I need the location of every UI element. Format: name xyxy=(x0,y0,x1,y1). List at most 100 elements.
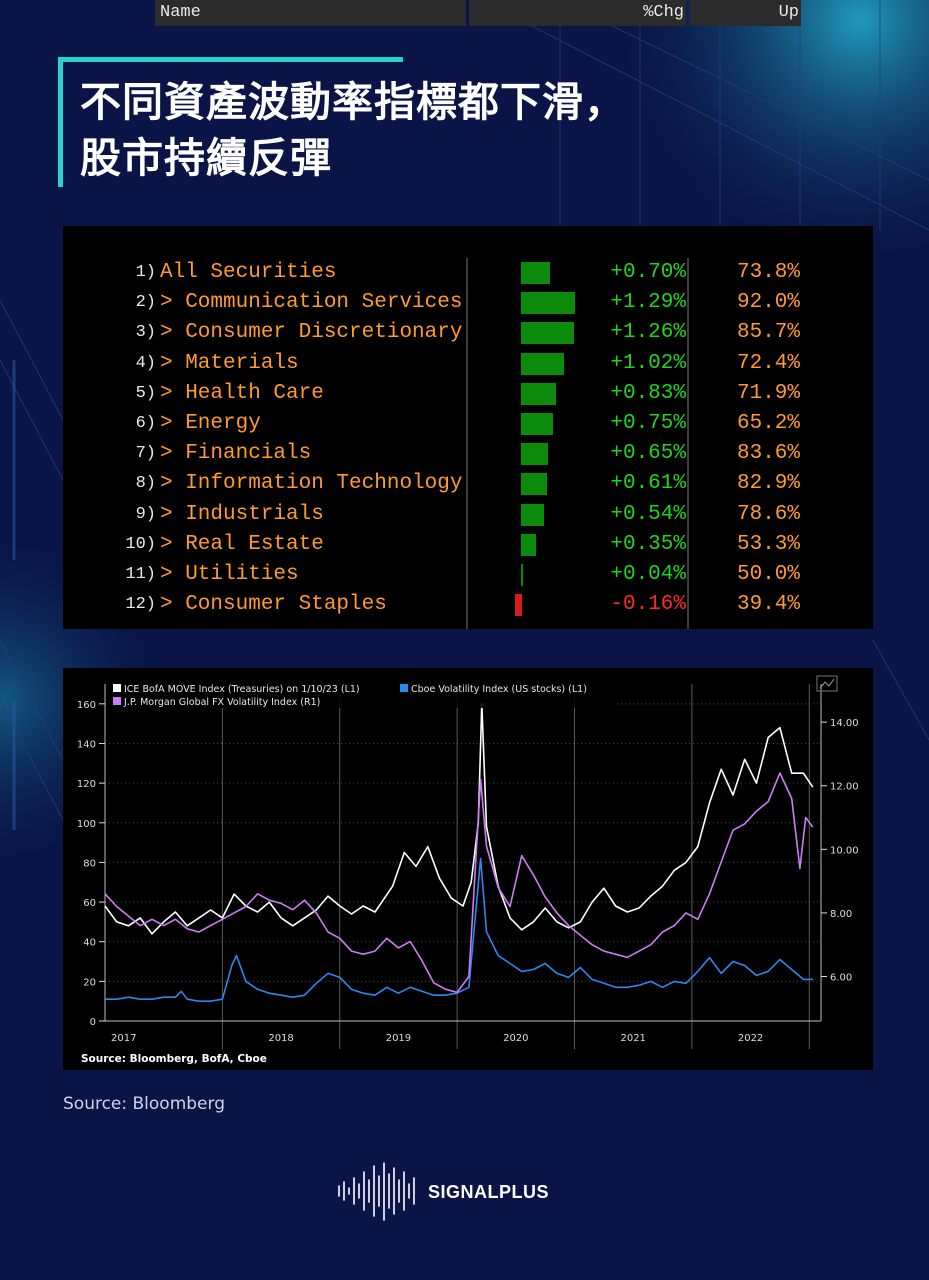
legend-background xyxy=(109,680,617,708)
source-caption: Source: Bloomberg xyxy=(63,1094,225,1114)
up-percent: 71.9% xyxy=(736,381,800,405)
table-row[interactable]: 9) > Industrials +0.54% 78.6% xyxy=(63,500,873,530)
row-name: > Consumer Discretionary xyxy=(160,321,463,345)
row-number: 2) xyxy=(135,293,156,313)
page-title-line-2: 股市持續反彈 xyxy=(80,134,332,182)
row-number: 6) xyxy=(135,414,156,433)
change-bar xyxy=(521,382,556,405)
table-row[interactable]: 3) > Consumer Discretionary +1.26% 85.7% xyxy=(63,318,873,348)
left-tick-label: 160 xyxy=(77,700,96,711)
left-tick-label: 60 xyxy=(83,898,96,909)
right-tick-label: 10.00 xyxy=(830,845,859,856)
up-percent: 78.6% xyxy=(736,502,800,526)
change-percent: +1.29% xyxy=(610,291,686,315)
table-row[interactable]: 10) > Real Estate +0.35% 53.3% xyxy=(63,530,873,560)
change-percent: +0.65% xyxy=(610,442,686,466)
year-label: 2019 xyxy=(386,1033,411,1044)
row-name: > Materials xyxy=(160,351,299,375)
left-tick-label: 40 xyxy=(83,938,96,949)
sector-table-panel xyxy=(63,226,873,629)
change-percent: +0.54% xyxy=(610,502,686,526)
year-label: 2020 xyxy=(503,1033,528,1044)
right-tick-label: 8.00 xyxy=(830,909,852,920)
row-name: All Securities xyxy=(160,261,337,284)
legend-label: J.P. Morgan Global FX Volatility Index (… xyxy=(123,697,320,708)
left-tick-label: 120 xyxy=(77,779,96,790)
up-percent: 53.3% xyxy=(736,532,800,556)
volatility-chart: 0 20 40 60 80 100 120 140 160 6.00 8.00 10.00 12.00 1… xyxy=(63,668,873,1070)
header-up: Up xyxy=(690,0,801,26)
row-number: 4) xyxy=(135,353,156,373)
legend-swatch xyxy=(113,684,121,692)
row-number: 3) xyxy=(135,323,156,343)
row-number: 5) xyxy=(135,383,156,403)
change-percent: -0.16% xyxy=(610,593,686,617)
change-bar xyxy=(521,262,551,284)
row-number: 8) xyxy=(135,474,156,494)
year-label: 2018 xyxy=(268,1033,293,1044)
change-bar xyxy=(521,322,574,345)
up-percent: 50.0% xyxy=(736,563,800,586)
row-number: 1) xyxy=(135,263,156,282)
left-tick-label: 80 xyxy=(83,858,96,869)
table-row[interactable]: 11) > Utilities +0.04% 50.0% xyxy=(63,560,873,590)
legend-swatch xyxy=(113,697,121,705)
table-row[interactable]: 2) > Communication Services +1.29% 92.0% xyxy=(63,288,873,318)
chart-options-icon xyxy=(816,675,838,692)
up-percent: 82.9% xyxy=(736,472,800,496)
row-name: > Financials xyxy=(160,442,312,466)
row-number: 9) xyxy=(135,504,156,524)
up-percent: 83.6% xyxy=(736,442,800,466)
table-row[interactable]: 5) > Health Care +0.83% 71.9% xyxy=(63,379,873,409)
signalplus-logo: SIGNALPLUS xyxy=(336,1160,596,1222)
change-percent: +0.75% xyxy=(610,412,686,435)
table-row[interactable]: 8) > Information Technology +0.61% 82.9% xyxy=(63,469,873,499)
row-number: 12) xyxy=(125,595,156,615)
row-number: 10) xyxy=(125,534,156,554)
table-row[interactable]: 1) All Securities +0.70% 73.8% xyxy=(63,258,873,288)
row-number: 11) xyxy=(125,565,156,584)
change-percent: +1.02% xyxy=(610,351,686,375)
change-percent: +1.26% xyxy=(610,321,686,345)
table-row[interactable]: 4) > Materials +1.02% 72.4% xyxy=(63,349,873,379)
chart-source: Source: Bloomberg, BofA, Cboe xyxy=(81,1053,267,1065)
change-bar xyxy=(515,594,522,617)
left-tick-label: 0 xyxy=(90,1017,96,1028)
right-tick-label: 6.00 xyxy=(830,972,852,983)
column-divider xyxy=(466,258,468,629)
row-name: > Utilities xyxy=(160,563,299,586)
table-row[interactable]: 6) > Energy +0.75% 65.2% xyxy=(63,409,873,439)
page-title: 不同資產波動率指標都下滑， 股市持續反彈 xyxy=(80,74,626,186)
change-percent: +0.70% xyxy=(610,261,686,284)
title-accent-top xyxy=(58,57,403,62)
change-percent: +0.61% xyxy=(610,472,686,496)
table-row[interactable]: 7) > Financials +0.65% 83.6% xyxy=(63,439,873,469)
row-number: 7) xyxy=(135,444,156,464)
row-name: > Energy xyxy=(160,412,261,435)
up-percent: 92.0% xyxy=(736,291,800,315)
row-name: > Health Care xyxy=(160,381,324,405)
table-row[interactable]: 12) > Consumer Staples -0.16% 39.4% xyxy=(63,590,873,620)
row-name: > Information Technology xyxy=(160,472,463,496)
change-percent: +0.35% xyxy=(610,532,686,556)
change-bar xyxy=(521,533,536,556)
series-line-2 xyxy=(105,857,813,1002)
up-percent: 39.4% xyxy=(736,593,800,617)
row-name: > Consumer Staples xyxy=(160,593,387,617)
change-bar xyxy=(521,473,547,496)
up-percent: 65.2% xyxy=(736,412,800,435)
left-tick-label: 20 xyxy=(83,977,96,988)
year-label: 2017 xyxy=(111,1033,136,1044)
right-tick-label: 14.00 xyxy=(830,718,859,729)
brand-name: SIGNALPLUS xyxy=(428,1182,550,1202)
row-name: > Industrials xyxy=(160,502,324,526)
change-percent: +0.83% xyxy=(610,381,686,405)
change-bar xyxy=(521,292,576,315)
legend-label: ICE BofA MOVE Index (Treasuries) on 1/10… xyxy=(124,684,360,695)
left-tick-label: 140 xyxy=(77,739,96,750)
legend-label: Cboe Volatility Index (US stocks) (L1) xyxy=(411,684,587,695)
waveform-icon xyxy=(338,1162,415,1221)
chart-options-icon-glyph xyxy=(819,678,835,689)
change-bar xyxy=(521,413,553,435)
